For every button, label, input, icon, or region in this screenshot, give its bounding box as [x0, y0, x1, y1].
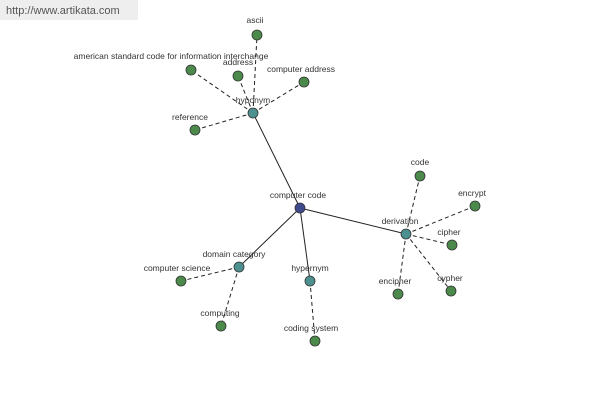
node-label: reference [172, 112, 208, 122]
leaf-node [189, 124, 201, 136]
node-label: hyponym [236, 95, 271, 105]
node-label: code [411, 157, 430, 167]
edge [238, 207, 301, 268]
node-label: address [223, 57, 253, 67]
dashed-edge [180, 266, 240, 282]
node-label: computer address [267, 64, 335, 74]
node-label: coding system [284, 323, 338, 333]
site-url: http://www.artikata.com [0, 0, 138, 20]
node-label: derivation [382, 216, 419, 226]
hub-node [247, 107, 259, 119]
dashed-edge [252, 34, 258, 114]
node-label: encipher [379, 276, 412, 286]
node-label: ascii [246, 15, 263, 25]
dashed-edge [405, 233, 453, 246]
leaf-node [251, 29, 263, 41]
leaf-node [469, 200, 481, 212]
hub-node [304, 275, 316, 287]
edge [299, 207, 407, 235]
hub-node [233, 261, 245, 273]
dashed-edge [190, 69, 254, 114]
hub-node [400, 228, 412, 240]
edge [252, 112, 301, 209]
dashed-edge [252, 81, 305, 114]
dashed-edge [220, 266, 240, 327]
dashed-edge [405, 175, 421, 235]
leaf-node [215, 320, 227, 332]
dashed-edge [405, 205, 476, 235]
leaf-node [232, 70, 244, 82]
dashed-edge [405, 233, 452, 292]
node-label: computing [200, 308, 239, 318]
leaf-node [414, 170, 426, 182]
node-label: computer science [144, 263, 211, 273]
node-label: domain category [203, 249, 267, 259]
edge [299, 207, 311, 282]
leaf-node [392, 288, 404, 300]
leaf-node [185, 64, 197, 76]
node-label: american standard code for information i… [74, 51, 269, 61]
dashed-edge [309, 280, 316, 342]
node-label: hypernym [291, 263, 328, 273]
node-label: cipher [437, 227, 460, 237]
node-label: cypher [437, 273, 463, 283]
dashed-edge [194, 112, 254, 131]
leaf-node [445, 285, 457, 297]
node-label: computer code [270, 190, 326, 200]
leaf-node [298, 76, 310, 88]
root-node [294, 202, 306, 214]
node-label: encrypt [458, 188, 487, 198]
leaf-node [175, 275, 187, 287]
leaf-node [309, 335, 321, 347]
dashed-edge [397, 233, 407, 295]
leaf-node [446, 239, 458, 251]
